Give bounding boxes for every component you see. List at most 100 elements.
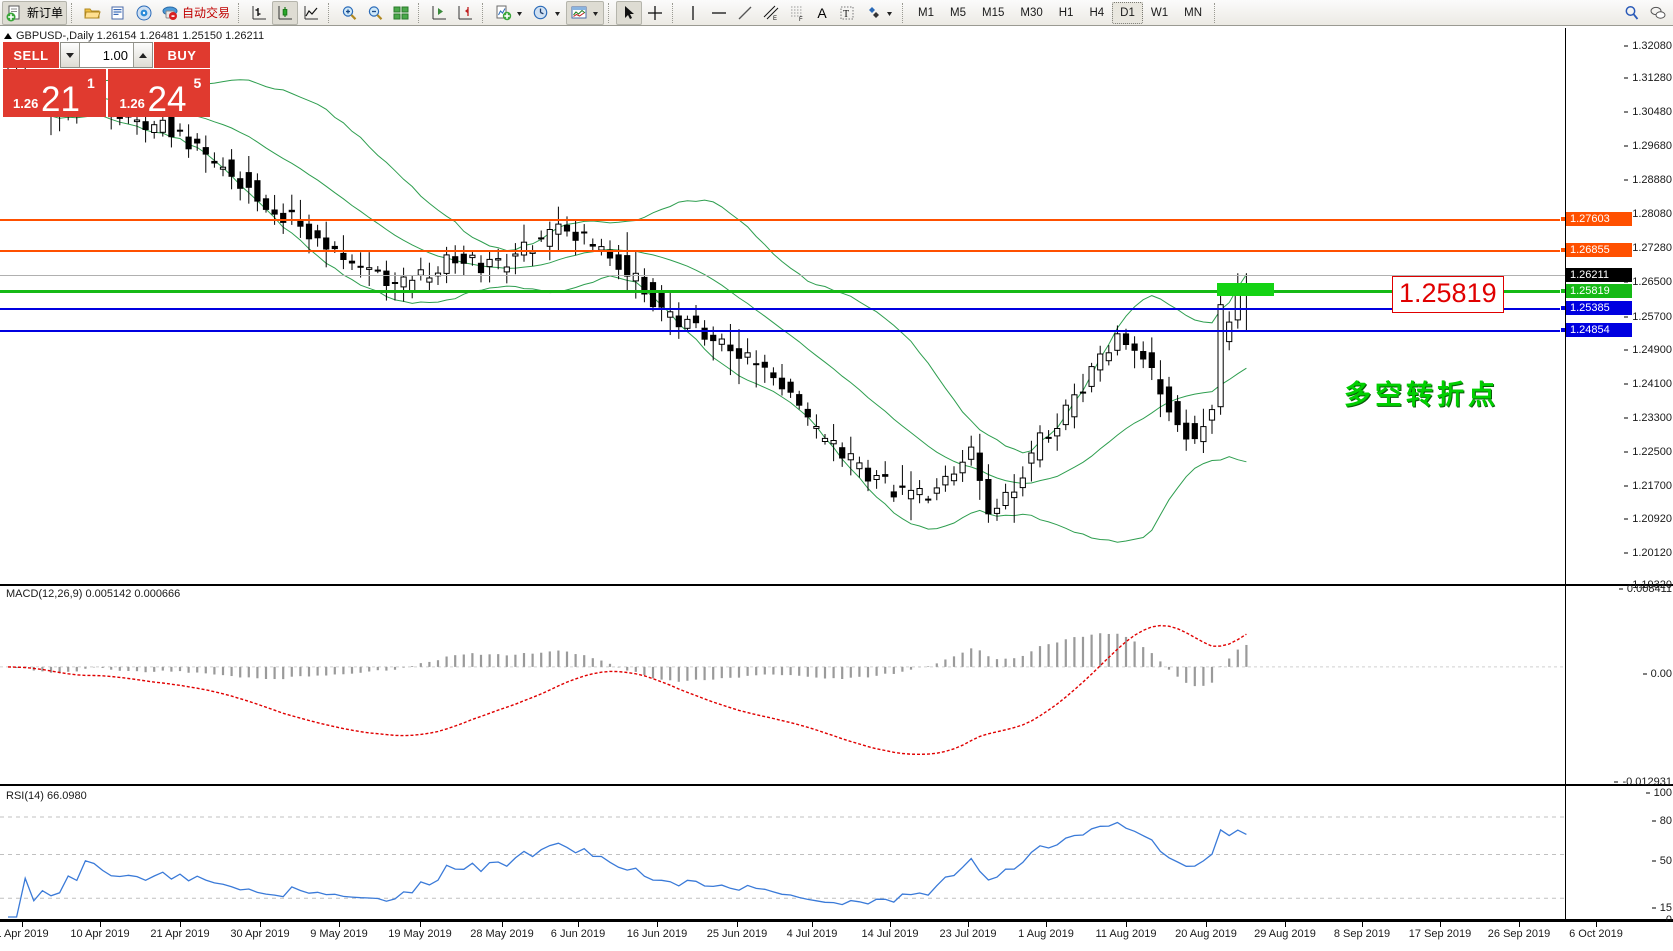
scale-tick: 1.28080 xyxy=(1624,208,1672,220)
volume-decrease-button[interactable] xyxy=(61,43,80,67)
horizontal-line-button[interactable] xyxy=(706,1,732,25)
scale-tick: 1.31280 xyxy=(1624,72,1672,84)
sell-price-quote[interactable]: 1.26 21 1 xyxy=(3,69,106,117)
crosshair-button[interactable] xyxy=(642,1,668,25)
buy-price-quote[interactable]: 1.26 24 5 xyxy=(107,69,210,117)
timeframe-m1[interactable]: M1 xyxy=(918,6,935,19)
shapes-button[interactable] xyxy=(860,1,898,25)
scale-tick: 1.24900 xyxy=(1624,344,1672,356)
timeframe-m15[interactable]: M15 xyxy=(982,6,1005,19)
volume-increase-button[interactable] xyxy=(133,43,152,67)
timeframe-h1[interactable]: H1 xyxy=(1058,6,1074,19)
print-preview-icon xyxy=(109,4,127,22)
search-button[interactable] xyxy=(1619,1,1645,25)
cursor-button[interactable] xyxy=(616,0,643,25)
svg-text:F: F xyxy=(799,17,803,22)
one-click-trading-panel[interactable]: SELL 1.00 BUY 1.26 21 1 xyxy=(3,42,210,117)
time-axis-label: 1 Apr 2019 xyxy=(0,928,49,940)
chevron-down-icon[interactable] xyxy=(553,4,562,22)
toolbar-separator xyxy=(418,2,422,23)
timeframe-d1[interactable]: D1 xyxy=(1112,1,1143,24)
buy-price-fraction: 5 xyxy=(193,75,202,91)
periods-icon xyxy=(532,4,550,22)
sell-button[interactable]: SELL xyxy=(3,42,59,68)
toolbar-separator xyxy=(1214,2,1218,23)
price-callout[interactable]: 1.25819 xyxy=(1392,276,1504,313)
autotrade-label: 自动交易 xyxy=(182,6,231,20)
volume-stepper[interactable]: 1.00 xyxy=(60,42,153,68)
toolbar-separator xyxy=(328,2,332,23)
price-pane[interactable]: GBPUSD-,Daily 1.26154 1.26481 1.25150 1.… xyxy=(0,28,1565,586)
macd-pane[interactable]: MACD(12,26,9) 0.005142 0.000666 xyxy=(0,586,1565,786)
zoom-out-button[interactable] xyxy=(362,1,388,25)
text-button[interactable]: A xyxy=(810,1,834,25)
time-axis[interactable]: 1 Apr 2019 10 Apr 2019 21 Apr 2019 30 Apr 2… xyxy=(0,921,1673,951)
tile-windows-button[interactable] xyxy=(388,1,414,25)
chevron-down-icon[interactable] xyxy=(885,4,894,22)
resistance-level-1[interactable]: 1.27603 xyxy=(1566,212,1632,226)
sell-price-big: 21 xyxy=(41,80,80,119)
bid-price-tag[interactable]: 1.26211 xyxy=(1566,268,1632,282)
templates-icon xyxy=(570,4,588,22)
chevron-down-icon[interactable] xyxy=(515,4,524,22)
rsi-chart-canvas xyxy=(0,816,1565,918)
scale-tick: 50 xyxy=(1651,855,1672,867)
time-tick xyxy=(657,922,658,927)
toolbar-separator xyxy=(482,2,486,23)
metaeditor-button[interactable] xyxy=(131,1,157,25)
chat-button[interactable] xyxy=(1645,1,1671,25)
timeframe-m5[interactable]: M5 xyxy=(950,6,966,19)
chevron-down-icon[interactable] xyxy=(591,4,600,22)
indicators-button[interactable] xyxy=(490,1,528,25)
vertical-line-button[interactable] xyxy=(680,1,706,25)
print-preview-button[interactable] xyxy=(105,1,131,25)
open-folder-button[interactable] xyxy=(79,1,105,25)
rsi-label: RSI(14) 66.0980 xyxy=(6,790,87,802)
horizontal-line-icon xyxy=(710,4,728,22)
scale-tick: 80 xyxy=(1651,815,1672,827)
shift-end-button[interactable] xyxy=(426,1,452,25)
auto-scroll-button[interactable] xyxy=(452,1,478,25)
line-chart-button[interactable] xyxy=(298,1,324,25)
time-tick xyxy=(260,922,261,927)
scale-tick: 1.32080 xyxy=(1624,40,1672,52)
chart-annotation-text[interactable]: 多空转折点 xyxy=(1344,380,1499,411)
scale-tick: 1.27280 xyxy=(1624,242,1672,254)
periods-button[interactable] xyxy=(528,1,566,25)
time-tick xyxy=(578,922,579,927)
timeframe-h4[interactable]: H4 xyxy=(1089,6,1105,19)
rsi-pane[interactable]: RSI(14) 66.0980 xyxy=(0,788,1565,921)
support-level-1[interactable]: 1.25385 xyxy=(1566,301,1632,315)
timeframe-mn[interactable]: MN xyxy=(1184,6,1202,19)
time-axis-label: 30 Apr 2019 xyxy=(230,928,290,940)
candlestick-chart-button[interactable] xyxy=(272,0,299,25)
volume-input[interactable]: 1.00 xyxy=(80,43,133,67)
bar-chart-button[interactable] xyxy=(246,1,272,25)
support-level-2[interactable]: 1.24854 xyxy=(1566,323,1632,337)
candlestick-chart-icon xyxy=(276,4,294,22)
chart-window[interactable]: GBPUSD-,Daily 1.26154 1.26481 1.25150 1.… xyxy=(0,27,1673,951)
pivot-level[interactable]: 1.25819 xyxy=(1566,284,1632,298)
templates-button[interactable] xyxy=(566,0,605,25)
trendline-button[interactable] xyxy=(732,1,758,25)
time-tick xyxy=(180,922,181,927)
scale-tick: 1.23300 xyxy=(1624,412,1672,424)
timeframe-w1[interactable]: W1 xyxy=(1150,6,1169,19)
price-scale[interactable]: 1.32080 1.31280 1.30480 1.29680 1.28880 1.280… xyxy=(1565,28,1673,926)
timeframe-m30[interactable]: M30 xyxy=(1020,6,1043,19)
trendline-icon xyxy=(736,4,754,22)
scale-tick: 1.30480 xyxy=(1624,106,1672,118)
expert-advisors-button[interactable]: 自动交易 xyxy=(157,1,234,25)
scale-tick: 15 xyxy=(1651,902,1672,914)
fibonacci-retracement-button[interactable]: F xyxy=(784,1,810,25)
time-tick xyxy=(1362,922,1363,927)
text-label-button[interactable]: T xyxy=(834,1,860,25)
zoom-in-button[interactable] xyxy=(336,1,362,25)
collapse-triangle-icon[interactable] xyxy=(4,33,12,39)
resistance-level-2[interactable]: 1.26855 xyxy=(1566,243,1632,257)
equidistant-channel-button[interactable]: E xyxy=(758,1,784,25)
buy-button[interactable]: BUY xyxy=(154,42,210,68)
macd-scale-section: 0.008411 0.00 -0.012931 xyxy=(1566,583,1673,788)
new-order-button[interactable]: 新订单 xyxy=(2,0,68,25)
time-tick xyxy=(890,922,891,927)
